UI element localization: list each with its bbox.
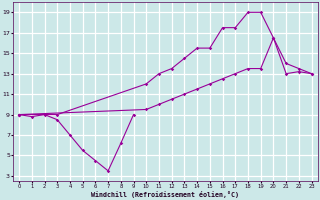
X-axis label: Windchill (Refroidissement éolien,°C): Windchill (Refroidissement éolien,°C) — [91, 191, 239, 198]
